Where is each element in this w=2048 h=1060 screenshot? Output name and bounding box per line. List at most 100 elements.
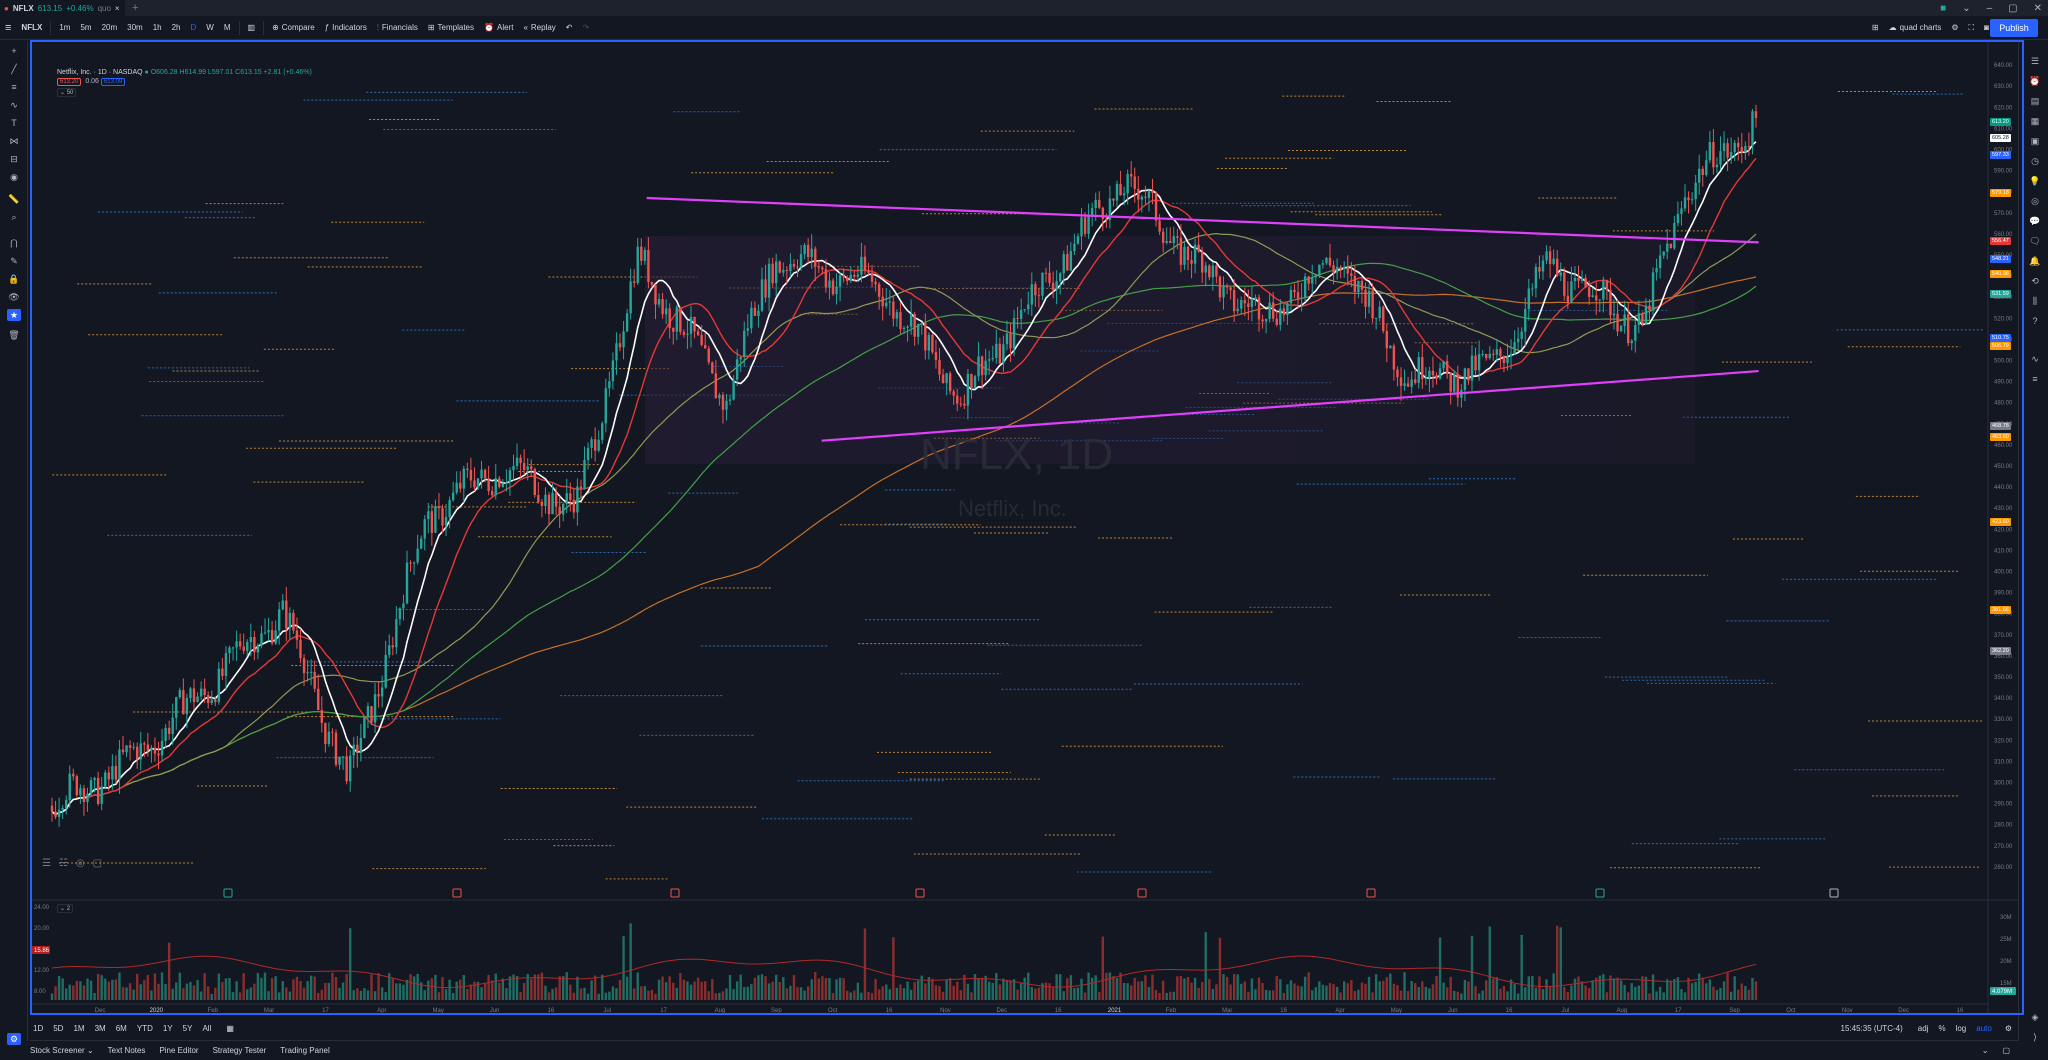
interval-30m[interactable]: 30m (127, 23, 143, 32)
hamburger-icon[interactable]: ☰ (42, 858, 51, 869)
interval-d[interactable]: D (190, 23, 197, 32)
range-5y[interactable]: 5Y (182, 1023, 193, 1033)
interval-m[interactable]: M (223, 23, 231, 32)
redo-icon[interactable]: ↷ (582, 23, 590, 32)
interval-2h[interactable]: 2h (171, 23, 181, 32)
ideas-icon[interactable]: 💡 (2029, 175, 2041, 186)
tab-text-notes[interactable]: Text Notes (107, 1045, 146, 1055)
crosshair-icon[interactable]: + (11, 46, 17, 56)
new-tab-icon[interactable]: + (132, 2, 139, 14)
tab-close-icon[interactable]: × (114, 3, 120, 13)
trash-icon[interactable]: 🗑 (8, 329, 20, 340)
range-3m[interactable]: 3M (94, 1023, 106, 1033)
streams-icon[interactable]: ◎ (2031, 195, 2039, 206)
camera-icon[interactable]: ◙ (1984, 23, 1989, 32)
square-icon[interactable]: ▢ (92, 858, 103, 869)
position-icon[interactable]: ⊟ (10, 153, 18, 164)
dropdown-icon[interactable]: ⌄ (1962, 2, 1971, 14)
range-1m[interactable]: 1M (73, 1023, 85, 1033)
interval-5m[interactable]: 5m (80, 23, 92, 32)
range-6m[interactable]: 6M (115, 1023, 127, 1033)
settings-icon[interactable]: ⚙ (1951, 23, 1959, 32)
compare-button[interactable]: ⊕ Compare (267, 16, 320, 40)
private-chat-icon[interactable]: 🗨 (2029, 235, 2041, 246)
visibility-icon[interactable]: 👁 (8, 291, 20, 302)
ruler-icon[interactable]: 📏 (8, 193, 20, 204)
range-all[interactable]: All (202, 1023, 212, 1033)
hotlist-icon[interactable]: ▦ (2030, 115, 2040, 126)
templates-button[interactable]: ⊞ Templates (423, 16, 479, 40)
replay-button[interactable]: «Replay (518, 16, 560, 40)
minimize-icon[interactable]: – (1986, 2, 1993, 14)
layout-name[interactable]: ☁ quad charts (1884, 16, 1947, 40)
fullscreen-icon[interactable]: ⛶ (1968, 22, 1975, 32)
panel-expand-icon[interactable]: ▢ (2002, 1045, 2010, 1055)
notifications-icon[interactable]: 🔔 (2029, 255, 2041, 266)
tab-stock-screener[interactable]: Stock Screener ⌄ (30, 1046, 94, 1055)
goto-date-icon[interactable]: ▦ (226, 1023, 234, 1033)
settings-list-icon[interactable]: ≡ (2032, 374, 2038, 384)
buy-badge[interactable]: 613.09 (100, 78, 126, 86)
volume-toggle[interactable]: ⌄ 2 (57, 904, 74, 913)
close-window-icon[interactable]: ✕ (2033, 2, 2042, 14)
alert-button[interactable]: ⏰ Alert (479, 16, 518, 40)
pattern-icon[interactable]: ⋈ (9, 135, 19, 146)
tab-pine-editor[interactable]: Pine Editor (159, 1045, 199, 1055)
range-1y[interactable]: 1Y (162, 1023, 173, 1033)
scale-adj[interactable]: adj (1917, 1023, 1929, 1033)
range-ytd[interactable]: YTD (136, 1023, 153, 1033)
chart-tab[interactable]: ● NFLX 613.15 +0.46% quo × (0, 0, 125, 16)
publish-button[interactable]: Publish (1990, 19, 2038, 37)
profile-icon[interactable]: ■ (1940, 2, 1947, 14)
news-icon[interactable]: ◷ (2031, 155, 2039, 166)
range-5d[interactable]: 5D (53, 1023, 64, 1033)
tab-strategy-tester[interactable]: Strategy Tester (212, 1045, 267, 1055)
dom-icon[interactable]: ⫼ (2032, 295, 2038, 306)
eye-small-icon[interactable]: ◎ (75, 858, 85, 869)
chart-settings-icon[interactable]: ⚙ (7, 1033, 21, 1045)
financials-button[interactable]: ⫶ Financials (372, 16, 423, 40)
interval-20m[interactable]: 20m (101, 23, 118, 32)
watchlist-icon[interactable]: ☰ (2030, 55, 2040, 66)
lock-icon[interactable]: 🔒 (8, 273, 20, 284)
indicators-button[interactable]: ƒ Indicators (320, 16, 372, 40)
data-window-icon[interactable]: ▤ (2030, 95, 2040, 106)
scale-percent[interactable]: % (1938, 1023, 1946, 1033)
range-1d[interactable]: 1D (33, 1023, 44, 1033)
interval-1h[interactable]: 1h (152, 23, 162, 32)
help-icon[interactable]: ? (2032, 316, 2038, 326)
magnet-icon[interactable]: ⋂ (10, 237, 18, 248)
pencil-lock-icon[interactable]: ✎ (10, 255, 18, 266)
collapse-icon[interactable]: ⟩ (2033, 1031, 2037, 1042)
trendline-icon[interactable]: ╱ (11, 63, 17, 74)
fib-icon[interactable]: ≡ (11, 82, 17, 92)
scale-auto[interactable]: auto (1976, 1023, 1992, 1033)
layers-icon[interactable]: ◈ (2031, 1011, 2039, 1022)
tab-trading-panel[interactable]: Trading Panel (280, 1045, 330, 1055)
sell-badge[interactable]: 613.20 (57, 78, 82, 86)
symbol-search[interactable]: NFLX (16, 16, 47, 40)
pulse-icon[interactable]: ∿ (2031, 353, 2039, 364)
volume-legend[interactable]: ⌄ 2 (57, 903, 75, 913)
indicator-toggle[interactable]: ⌄ 50 (57, 88, 77, 97)
text-icon[interactable]: T (11, 118, 17, 128)
eye-icon[interactable]: ◉ (10, 171, 18, 182)
zoom-icon[interactable]: ⌕ (11, 211, 17, 222)
scale-log[interactable]: log (1955, 1023, 1967, 1033)
layout-icon[interactable]: ⊞ (1871, 23, 1879, 32)
time-axis[interactable]: Dec 2020 Feb Mar 17 Apr May Jun 16 Jul 17 Aug Sep Oct… (95, 1008, 1964, 1014)
panel-collapse-icon[interactable]: ⌄ (1981, 1045, 1989, 1055)
menu-icon[interactable]: ≡ (5, 21, 12, 34)
order-panel-icon[interactable]: ⟲ (2031, 275, 2039, 286)
settings-small-icon[interactable]: ⚙ (2004, 1023, 2012, 1033)
undo-icon[interactable]: ↶ (565, 23, 573, 32)
maximize-icon[interactable]: ▢ (2008, 2, 2018, 14)
brush-icon[interactable]: ∿ (10, 99, 18, 110)
interval-1m[interactable]: 1m (59, 23, 71, 32)
chat-icon[interactable]: 💬 (2029, 215, 2041, 226)
alerts-icon[interactable]: ⏰ (2029, 75, 2041, 86)
favorites-icon[interactable]: ★ (7, 309, 21, 321)
calendar-icon[interactable]: ▣ (2030, 135, 2040, 146)
interval-w[interactable]: W (206, 23, 214, 32)
